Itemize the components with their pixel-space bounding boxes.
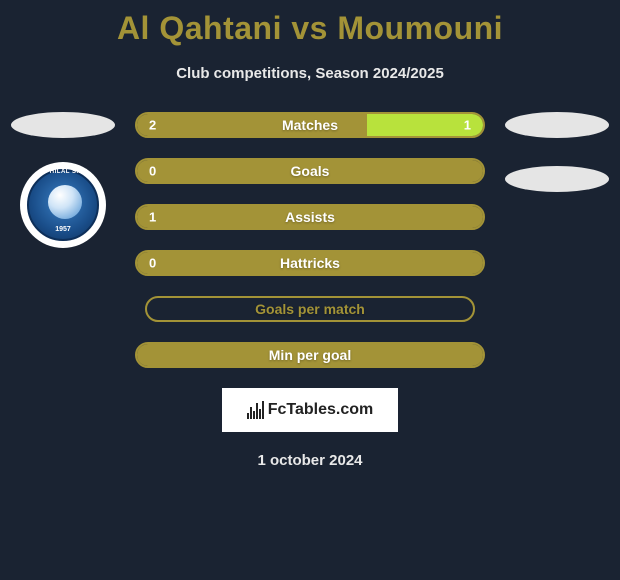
stat-bar-row: Min per goal [135,342,485,368]
stat-value-left: 2 [149,118,156,133]
stat-label: Assists [137,209,483,225]
left-player-column: AL-HILAL S.FC 1957 [8,112,118,248]
club-name-text: AL-HILAL S.FC [29,169,97,175]
date-text: 1 october 2024 [0,452,620,469]
brand-logo-box: FcTables.com [222,388,398,432]
stat-label: Hattricks [137,255,483,271]
stat-label: Goals per match [147,301,473,317]
stat-value-left: 0 [149,164,156,179]
stat-bar: Hattricks0 [135,250,485,276]
player1-photo-placeholder [11,112,115,138]
stat-bar: Min per goal [135,342,485,368]
stat-bar-row: Hattricks0 [135,250,485,276]
stat-bar-row: Goals0 [135,158,485,184]
subtitle: Club competitions, Season 2024/2025 [0,65,620,82]
stat-bar: Goals per match [145,296,475,322]
comparison-content: AL-HILAL S.FC 1957 Matches21Goals0Assist… [0,112,620,469]
stat-bar: Goals0 [135,158,485,184]
stat-bar-row: Goals per match [135,296,485,322]
right-player-column [502,112,612,192]
stat-bar: Assists1 [135,204,485,230]
player1-name: Al Qahtani [117,10,282,46]
stat-bar: Matches2 1 [135,112,485,138]
stat-value-left: 1 [149,210,156,225]
vs-text: vs [291,10,328,46]
stat-label: Goals [137,163,483,179]
brand-text: FcTables.com [268,401,374,419]
player2-name: Moumouni [337,10,503,46]
stat-bar-row: Matches2 1 [135,112,485,138]
stat-bar-row: Assists1 [135,204,485,230]
page-title: Al Qahtani vs Moumouni [0,0,620,47]
stat-value-left: 0 [149,256,156,271]
brand-chart-icon [247,401,264,419]
player1-club-badge: AL-HILAL S.FC 1957 [20,162,106,248]
stat-value-right: 1 [464,118,471,133]
player2-club-placeholder [505,166,609,192]
club-year-text: 1957 [29,226,97,233]
player2-photo-placeholder [505,112,609,138]
stat-bars: Matches21Goals0Assists1Hattricks0Goals p… [135,112,485,368]
club-ball-icon [48,185,82,219]
stat-label: Matches [137,117,483,133]
stat-label: Min per goal [137,347,483,363]
